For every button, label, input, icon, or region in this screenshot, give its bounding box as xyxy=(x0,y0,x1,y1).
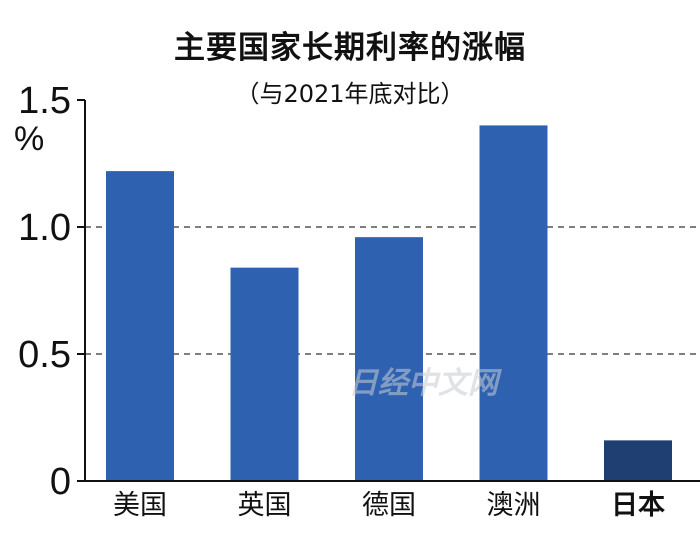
bar-4 xyxy=(479,125,548,482)
y-tick-label: 1.0 xyxy=(18,207,71,249)
chart-subtitle: （与2021年底对比） xyxy=(235,80,465,108)
y-axis-unit-label: % xyxy=(14,120,44,158)
bar-5 xyxy=(604,440,672,481)
category-label: 美国 xyxy=(113,490,167,521)
category-label: 德国 xyxy=(362,490,416,521)
category-label: 英国 xyxy=(238,490,292,521)
category-label: 日本 xyxy=(611,490,665,521)
y-tick-label: 1.5 xyxy=(18,80,71,122)
bar-3 xyxy=(355,237,423,481)
y-tick-label: 0 xyxy=(50,461,71,503)
y-tick-label: 0.5 xyxy=(18,334,71,376)
bar-2 xyxy=(230,267,299,481)
bar-1 xyxy=(106,171,174,481)
chart-title: 主要国家长期利率的涨幅 xyxy=(174,30,526,66)
watermark: 日经中文网 xyxy=(348,366,502,401)
category-label: 澳洲 xyxy=(487,490,541,521)
